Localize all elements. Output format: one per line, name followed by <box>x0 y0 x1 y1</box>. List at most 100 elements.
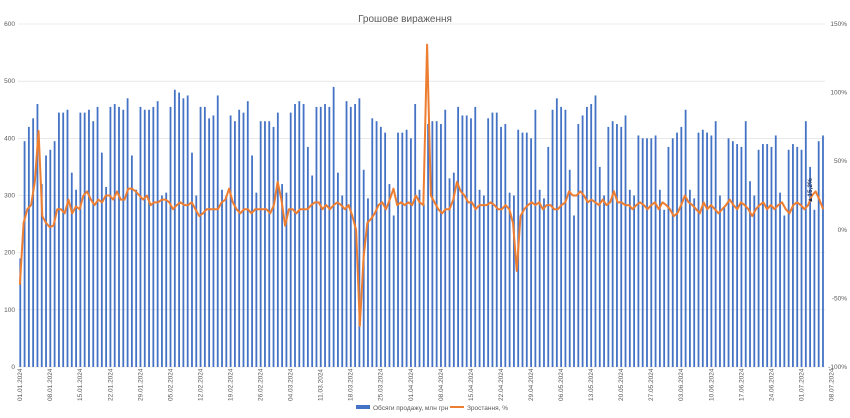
bar <box>555 98 558 367</box>
bar <box>543 198 545 367</box>
bar <box>568 169 571 367</box>
bar <box>315 106 318 367</box>
bar <box>285 192 288 367</box>
bar <box>165 192 168 367</box>
bar <box>375 121 378 368</box>
bar <box>680 126 683 368</box>
bar <box>457 106 460 367</box>
bar <box>100 152 103 368</box>
bar <box>701 129 704 367</box>
bar <box>594 95 597 368</box>
bar <box>152 106 155 367</box>
bar <box>53 141 56 367</box>
bar <box>628 189 631 367</box>
bar <box>23 141 26 367</box>
bar <box>813 209 816 367</box>
bar <box>401 132 404 367</box>
legend-label-line: Зростання, % <box>467 405 508 412</box>
bar <box>804 121 807 368</box>
bar <box>504 124 507 367</box>
bar <box>719 195 721 367</box>
bar <box>122 109 125 367</box>
bar <box>32 118 35 367</box>
bar <box>431 121 434 368</box>
bar <box>379 126 382 368</box>
bar <box>135 189 138 367</box>
bar <box>148 109 150 367</box>
bar <box>731 141 734 367</box>
bar <box>667 146 670 367</box>
bar <box>109 106 112 367</box>
y-left-tick-label: 200 <box>4 250 15 257</box>
bar <box>774 135 777 367</box>
bar <box>126 98 129 367</box>
bar <box>169 106 172 367</box>
bar <box>203 106 206 367</box>
bar <box>744 121 747 368</box>
bar <box>105 186 108 367</box>
bar <box>388 184 391 367</box>
bar <box>495 112 498 367</box>
legend-label-bar: Обсяги продажу, млн грн <box>373 404 449 412</box>
bar <box>534 109 537 367</box>
bar <box>714 121 717 368</box>
bar <box>242 112 245 367</box>
x-tick-label: 26.02.2024 <box>258 368 265 401</box>
bar <box>740 146 743 367</box>
x-axis-labels: 01.01.2024 08.01.2024 15.01.2024 22.01.2024… <box>17 368 835 401</box>
x-tick-label: 20.05.2024 <box>618 368 625 401</box>
y-left-tick-label: 400 <box>4 135 15 142</box>
bar <box>560 106 563 367</box>
bar <box>474 106 477 367</box>
bar <box>337 172 339 367</box>
x-tick-label: 19.02.2024 <box>227 368 234 401</box>
bar <box>221 189 223 367</box>
bar <box>70 172 73 367</box>
bar <box>96 106 99 367</box>
bar <box>766 144 769 367</box>
bar <box>513 195 515 367</box>
bar <box>779 192 781 367</box>
y-left-tick-label: 600 <box>4 21 15 28</box>
bar <box>770 146 773 367</box>
bar <box>324 104 326 367</box>
x-tick-label: 08.07.2024 <box>828 368 835 401</box>
x-tick-label: 13.05.2024 <box>588 368 595 401</box>
bar <box>113 104 116 367</box>
bar <box>564 109 567 367</box>
bar <box>706 132 708 367</box>
bar <box>633 195 636 367</box>
y-right-tick-label: -50% <box>832 295 847 302</box>
bar <box>440 124 442 367</box>
bar <box>585 106 588 367</box>
bar <box>422 204 425 367</box>
x-tick-label: 29.01.2024 <box>137 368 144 401</box>
bar <box>298 101 301 368</box>
bar <box>178 92 180 367</box>
bar <box>349 106 352 367</box>
chart-title: Грошове вираження <box>358 14 452 25</box>
legend: Обсяги продажу, млн грн Зростання, % <box>356 404 508 412</box>
bar <box>470 118 472 367</box>
x-tick-label: 15.04.2024 <box>468 368 475 401</box>
x-tick-label: 05.02.2024 <box>167 368 174 401</box>
bar-series <box>19 86 824 368</box>
bar <box>208 118 211 367</box>
bar <box>27 126 30 368</box>
bar <box>341 195 344 367</box>
bar <box>354 104 356 367</box>
x-tick-label: 01.07.2024 <box>798 368 805 401</box>
bar <box>255 192 258 367</box>
x-tick-label: 18.03.2024 <box>348 368 355 401</box>
bar <box>83 112 86 367</box>
bar <box>611 121 614 368</box>
bar <box>710 135 713 367</box>
bar <box>689 189 691 367</box>
line-series <box>18 43 825 327</box>
bar <box>367 198 369 367</box>
bar <box>551 109 554 367</box>
bar <box>461 115 464 367</box>
y-right-tick-label: 100% <box>830 90 847 97</box>
bar <box>251 155 253 367</box>
bar <box>92 121 95 368</box>
